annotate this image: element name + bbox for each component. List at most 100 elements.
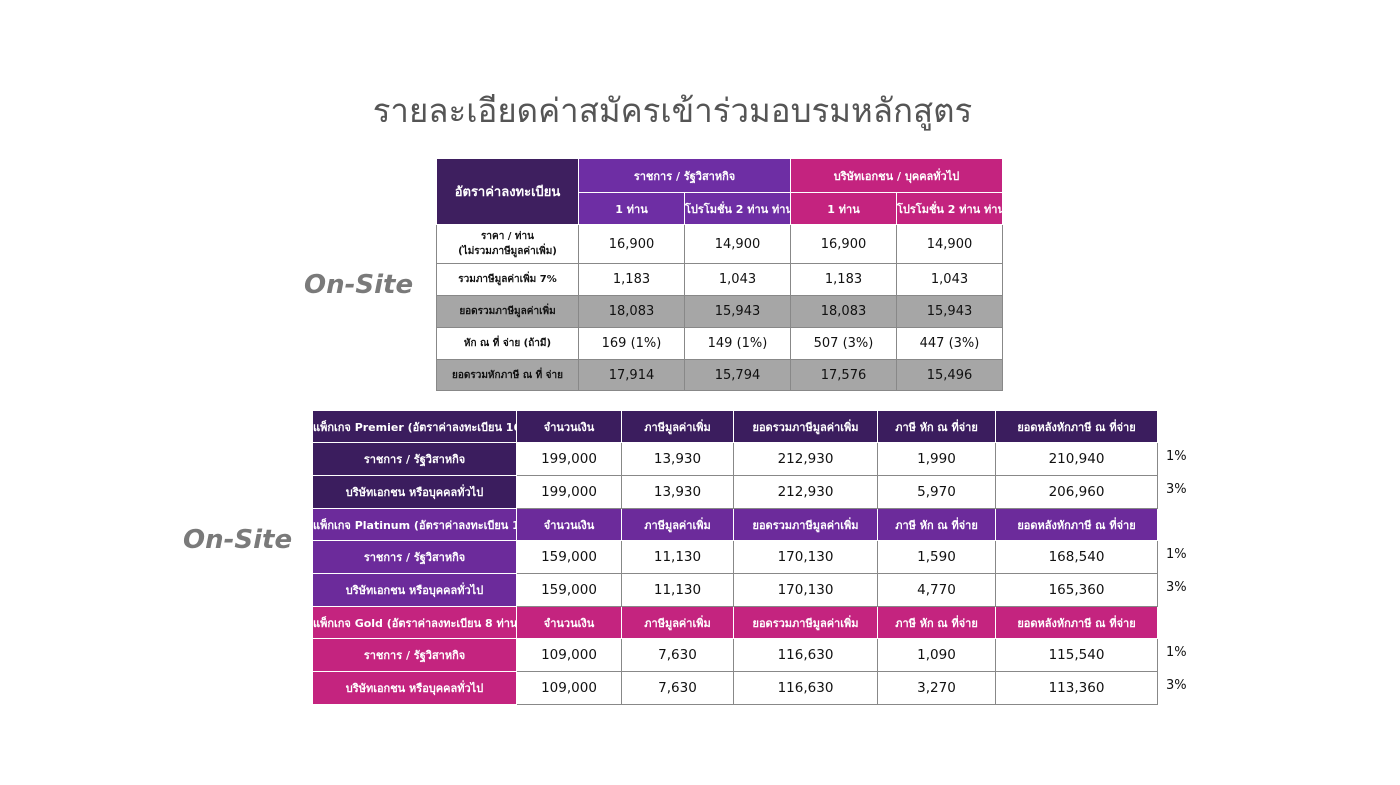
- cell: 149 (1%): [684, 327, 791, 360]
- cell: 1,043: [896, 263, 1003, 296]
- spacer: [1157, 606, 1203, 639]
- row-label: บริษัทเอกชน หรือบุคคลทั่วไป: [312, 573, 517, 607]
- column-header: จำนวนเงิน: [516, 606, 622, 639]
- cell: 14,900: [896, 224, 1003, 264]
- column-header: ภาษีมูลค่าเพิ่ม: [621, 410, 734, 443]
- cell: 18,083: [790, 295, 897, 328]
- cell: 159,000: [516, 540, 622, 574]
- package-name: แพ็กเกจ Platinum (อัตราค่าลงทะเบียน 12 ท…: [312, 508, 517, 541]
- package-name: แพ็กเกจ Gold (อัตราค่าลงทะเบียน 8 ท่าน): [312, 606, 517, 639]
- cell: 199,000: [516, 475, 622, 509]
- cell: 1,183: [578, 263, 685, 296]
- cell: 109,000: [516, 638, 622, 672]
- row-label-line: รวมภาษีมูลค่าเพิ่ม 7%: [458, 274, 557, 285]
- cell: 169 (1%): [578, 327, 685, 360]
- subheader: โปรโมชั่น 2 ท่าน ท่านละ: [896, 192, 1003, 225]
- row-label-line: ยอดรวมหักภาษี ณ ที่ จ่าย: [451, 369, 564, 381]
- package-name: แพ็กเกจ Premier (อัตราค่าลงทะเบียน 16 ท่…: [312, 410, 517, 443]
- cell: 170,130: [733, 573, 878, 607]
- row-label: บริษัทเอกชน หรือบุคคลทั่วไป: [312, 671, 517, 705]
- column-header: ภาษีมูลค่าเพิ่ม: [621, 508, 734, 541]
- cell: 1,990: [877, 442, 996, 476]
- subheader: 1 ท่าน: [578, 192, 685, 225]
- cell: 14,900: [684, 224, 791, 264]
- corner-header: อัตราค่าลงทะเบียน: [436, 158, 579, 225]
- cell: 15,496: [896, 359, 1003, 391]
- column-header: ยอดรวมภาษีมูลค่าเพิ่ม: [733, 606, 878, 639]
- row-label-line: ราคา / ท่าน: [481, 231, 534, 242]
- cell: 1,183: [790, 263, 897, 296]
- package-row: บริษัทเอกชน หรือบุคคลทั่วไป 199,000 13,930…: [312, 475, 1203, 509]
- tax-rate: 1%: [1157, 540, 1203, 574]
- package-header-row: แพ็กเกจ Gold (อัตราค่าลงทะเบียน 8 ท่าน) จ…: [312, 606, 1203, 639]
- rate-table: อัตราค่าลงทะเบียน ราชการ / รัฐวิสาหกิจ บริ…: [436, 158, 1003, 391]
- cell: 1,590: [877, 540, 996, 574]
- subheader: 1 ท่าน: [790, 192, 897, 225]
- column-header: ภาษี หัก ณ ที่จ่าย: [877, 508, 996, 541]
- cell: 1,043: [684, 263, 791, 296]
- column-header: ภาษีมูลค่าเพิ่ม: [621, 606, 734, 639]
- row-label: รวมภาษีมูลค่าเพิ่ม 7%: [436, 263, 579, 296]
- column-header: จำนวนเงิน: [516, 508, 622, 541]
- tax-rate: 3%: [1157, 671, 1203, 705]
- row-label-line: หัก ณ ที่ จ่าย (ถ้ามี): [463, 338, 552, 349]
- cell: 7,630: [621, 638, 734, 672]
- rate-row: ราคา / ท่าน (ไม่รวมภาษีมูลค่าเพิ่ม) 16,900…: [436, 224, 1003, 264]
- cell: 210,940: [995, 442, 1158, 476]
- row-label: ราชการ / รัฐวิสาหกิจ: [312, 540, 517, 574]
- header-row: อัตราค่าลงทะเบียน ราชการ / รัฐวิสาหกิจ บริ…: [436, 158, 1003, 225]
- row-label: ราชการ / รัฐวิสาหกิจ: [312, 442, 517, 476]
- cell: 159,000: [516, 573, 622, 607]
- cell: 11,130: [621, 573, 734, 607]
- cell: 15,943: [684, 295, 791, 328]
- row-label: บริษัทเอกชน หรือบุคคลทั่วไป: [312, 475, 517, 509]
- row-label: ราคา / ท่าน (ไม่รวมภาษีมูลค่าเพิ่ม): [436, 224, 579, 264]
- group-header: ราชการ / รัฐวิสาหกิจ: [578, 158, 791, 193]
- column-header: ยอดรวมภาษีมูลค่าเพิ่ม: [733, 410, 878, 443]
- package-header-row: แพ็กเกจ Platinum (อัตราค่าลงทะเบียน 12 ท…: [312, 508, 1203, 541]
- cell: 168,540: [995, 540, 1158, 574]
- cell: 113,360: [995, 671, 1158, 705]
- cell: 1,090: [877, 638, 996, 672]
- spacer: [1157, 508, 1203, 541]
- tax-rate: 1%: [1157, 638, 1203, 672]
- rate-row: ยอดรวมหักภาษี ณ ที่ จ่าย 17,914 15,794 17,5…: [436, 359, 1003, 391]
- cell: 18,083: [578, 295, 685, 328]
- cell: 199,000: [516, 442, 622, 476]
- row-label: ราชการ / รัฐวิสาหกิจ: [312, 638, 517, 672]
- cell: 7,630: [621, 671, 734, 705]
- cell: 212,930: [733, 475, 878, 509]
- cell: 16,900: [790, 224, 897, 264]
- spacer: [1157, 410, 1203, 443]
- cell: 15,943: [896, 295, 1003, 328]
- page-title: รายละเอียดค่าสมัครเข้าร่วมอบรมหลักสูตร: [372, 91, 973, 130]
- cell: 17,576: [790, 359, 897, 391]
- rate-row: ยอดรวมภาษีมูลค่าเพิ่ม 18,083 15,943 18,083 1…: [436, 295, 1003, 328]
- cell: 212,930: [733, 442, 878, 476]
- row-label: ยอดรวมภาษีมูลค่าเพิ่ม: [436, 295, 579, 328]
- cell: 507 (3%): [790, 327, 897, 360]
- cell: 17,914: [578, 359, 685, 391]
- column-header: ภาษี หัก ณ ที่จ่าย: [877, 410, 996, 443]
- cell: 4,770: [877, 573, 996, 607]
- cell: 116,630: [733, 671, 878, 705]
- cell: 5,970: [877, 475, 996, 509]
- cell: 109,000: [516, 671, 622, 705]
- column-header: ยอดหลังหักภาษี ณ ที่จ่าย: [995, 410, 1158, 443]
- cell: 15,794: [684, 359, 791, 391]
- tax-rate: 3%: [1157, 573, 1203, 607]
- column-header: ภาษี หัก ณ ที่จ่าย: [877, 606, 996, 639]
- cell: 116,630: [733, 638, 878, 672]
- cell: 11,130: [621, 540, 734, 574]
- section-label: On-Site: [304, 270, 414, 300]
- cell: 165,360: [995, 573, 1158, 607]
- section-label: On-Site: [183, 525, 293, 555]
- package-row: ราชการ / รัฐวิสาหกิจ 199,000 13,930 212,930…: [312, 442, 1203, 476]
- cell: 447 (3%): [896, 327, 1003, 360]
- row-label: ยอดรวมหักภาษี ณ ที่ จ่าย: [436, 359, 579, 391]
- package-row: บริษัทเอกชน หรือบุคคลทั่วไป 109,000 7,630 1…: [312, 671, 1203, 705]
- subheader: โปรโมชั่น 2 ท่าน ท่านละ: [684, 192, 791, 225]
- column-header: ยอดหลังหักภาษี ณ ที่จ่าย: [995, 606, 1158, 639]
- rate-row: หัก ณ ที่ จ่าย (ถ้ามี) 169 (1%) 149 (1%) 50…: [436, 327, 1003, 360]
- cell: 3,270: [877, 671, 996, 705]
